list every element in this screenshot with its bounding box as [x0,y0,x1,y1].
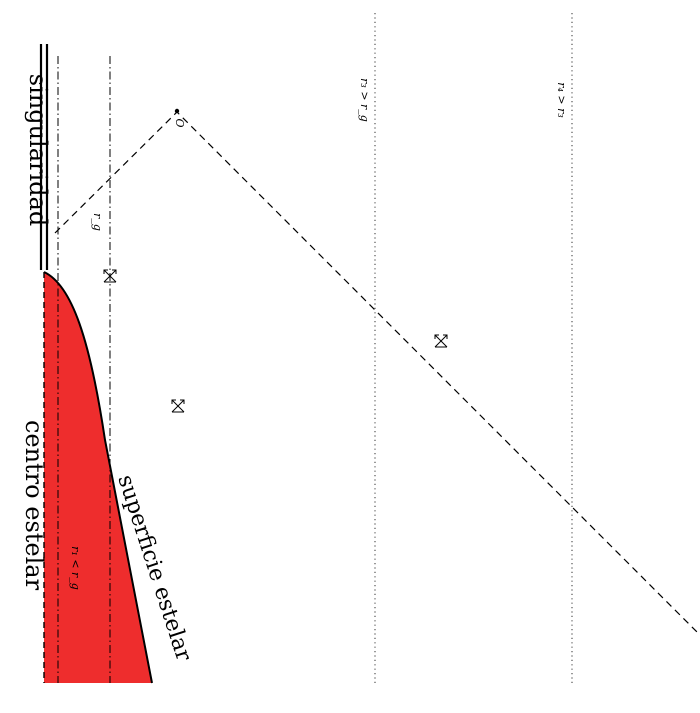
r1-label: r₁ < r_g [69,546,82,590]
singularity-label: singularidad [24,74,52,226]
origin-point [174,108,180,114]
light-cone-icon [103,269,117,283]
stellar-surface-curve [43,271,153,684]
r3-label: r₃ > r_g [358,78,371,122]
center-label: centro estelar [20,420,48,591]
light-cone-icon [171,399,185,413]
star-interior-region [44,272,152,683]
light-cone-icon [434,334,448,348]
r4-label: r₄ > r₃ [555,82,568,118]
origin-label: O [173,118,186,127]
rg-label: r_g [91,213,104,231]
